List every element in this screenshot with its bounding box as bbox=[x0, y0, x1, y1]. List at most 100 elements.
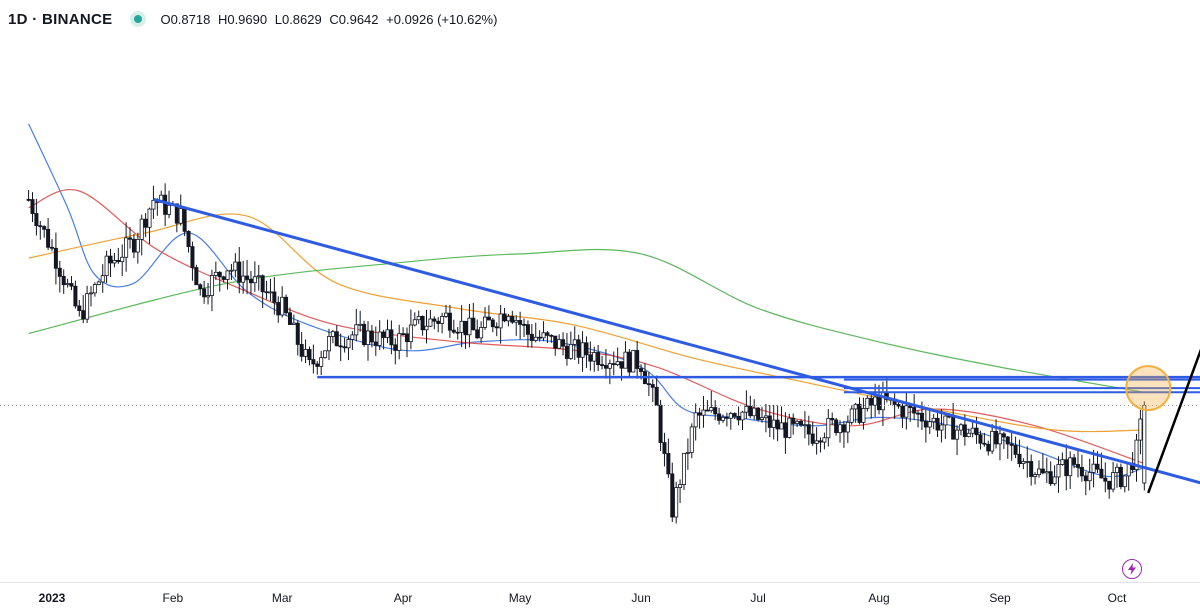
candle-body bbox=[639, 368, 644, 372]
candle-up bbox=[580, 331, 585, 372]
candle-body bbox=[124, 237, 129, 258]
candle-body bbox=[483, 316, 488, 328]
candle-body bbox=[354, 324, 359, 336]
ohlc-values: O0.8718 H0.9690 L0.8629 C0.9642 +0.0926 … bbox=[160, 12, 501, 27]
candle-body bbox=[444, 312, 449, 317]
drawings bbox=[0, 197, 1200, 494]
candle-body bbox=[42, 226, 47, 230]
candle-body bbox=[1111, 472, 1116, 490]
candle-down bbox=[1009, 431, 1014, 461]
candle-body bbox=[1142, 405, 1147, 484]
candle-up bbox=[904, 392, 909, 430]
candle-up bbox=[506, 313, 511, 327]
candle-body bbox=[147, 208, 152, 228]
candle-down bbox=[783, 412, 788, 454]
candle-body bbox=[966, 432, 971, 437]
candle-down bbox=[588, 341, 593, 371]
candle-down bbox=[635, 340, 640, 379]
candle-up bbox=[424, 309, 429, 344]
candle-up bbox=[206, 282, 211, 305]
candle-body bbox=[151, 199, 156, 210]
candle-body bbox=[342, 346, 347, 349]
candle-up bbox=[1142, 401, 1147, 491]
candle-down bbox=[73, 280, 78, 309]
candle-body bbox=[1036, 468, 1041, 476]
candle-up bbox=[291, 314, 296, 326]
candle-body bbox=[514, 320, 519, 323]
candle-down bbox=[705, 400, 710, 412]
candle-body bbox=[678, 484, 683, 488]
candle-down bbox=[202, 280, 207, 304]
candle-body bbox=[143, 218, 148, 228]
candle-down bbox=[841, 420, 846, 448]
candle-body bbox=[131, 238, 136, 253]
candle-body bbox=[26, 198, 31, 201]
candle-body bbox=[584, 342, 589, 356]
candle-down bbox=[471, 302, 476, 331]
candle-up bbox=[763, 403, 768, 433]
candle-down bbox=[128, 227, 133, 249]
candle-up bbox=[693, 403, 698, 441]
time-axis[interactable]: 2023 Feb Mar Apr May Jun Jul Aug Sep Oct bbox=[0, 582, 1200, 610]
candle-up bbox=[1115, 463, 1120, 488]
candle-down bbox=[194, 264, 199, 286]
candle-down bbox=[198, 283, 203, 296]
candle-up bbox=[685, 438, 690, 470]
candle-body bbox=[1068, 457, 1073, 477]
price-chart[interactable] bbox=[0, 0, 1200, 582]
candle-down bbox=[549, 334, 554, 343]
candle-body bbox=[775, 419, 780, 430]
candle-up bbox=[135, 232, 140, 264]
x-tick-label: Jul bbox=[750, 591, 766, 605]
candle-body bbox=[1115, 466, 1120, 473]
candle-up bbox=[483, 307, 488, 330]
candle-body bbox=[451, 329, 456, 333]
candle-body bbox=[662, 442, 667, 454]
candle-body bbox=[57, 267, 62, 277]
candle-body bbox=[873, 396, 878, 406]
candle-body bbox=[502, 313, 507, 322]
symbol-label[interactable]: 1D · BINANCE bbox=[8, 10, 113, 28]
lightning-icon[interactable] bbox=[1122, 559, 1142, 579]
candle-down bbox=[627, 349, 632, 377]
candle-body bbox=[506, 316, 511, 322]
candle-up bbox=[256, 265, 261, 291]
candle-up bbox=[771, 404, 776, 440]
candle-body bbox=[225, 270, 230, 280]
candle-down bbox=[935, 410, 940, 437]
candle-body bbox=[295, 322, 300, 345]
candle-body bbox=[919, 412, 924, 422]
candle-body bbox=[494, 326, 499, 329]
candle-body bbox=[202, 288, 207, 298]
candle-up bbox=[303, 339, 308, 364]
candle-down bbox=[775, 405, 780, 442]
candle-down bbox=[834, 417, 839, 436]
candle-down bbox=[537, 330, 542, 342]
candle-body bbox=[420, 315, 425, 331]
candle-body bbox=[518, 320, 523, 325]
candle-up bbox=[990, 423, 995, 454]
candle-body bbox=[522, 323, 527, 326]
candle-body bbox=[865, 397, 870, 409]
candle-up bbox=[1138, 409, 1143, 455]
candle-up bbox=[280, 286, 285, 318]
candle-body bbox=[69, 283, 74, 287]
candle-body bbox=[85, 293, 90, 320]
candle-up bbox=[615, 347, 620, 367]
candle-body bbox=[970, 427, 975, 434]
candle-body bbox=[728, 413, 733, 419]
candle-body bbox=[248, 278, 253, 284]
candle-down bbox=[174, 203, 179, 233]
candle-body bbox=[619, 361, 624, 369]
candle-down bbox=[756, 407, 761, 422]
candle-body bbox=[720, 416, 725, 421]
candle-body bbox=[428, 318, 433, 327]
candle-body bbox=[365, 330, 370, 345]
candle-down bbox=[1001, 431, 1006, 449]
candle-up bbox=[377, 320, 382, 351]
candle-down bbox=[237, 246, 242, 294]
candle-up bbox=[85, 285, 90, 324]
candle-down bbox=[724, 412, 729, 427]
candle-down bbox=[600, 355, 605, 370]
candle-up bbox=[252, 261, 257, 292]
